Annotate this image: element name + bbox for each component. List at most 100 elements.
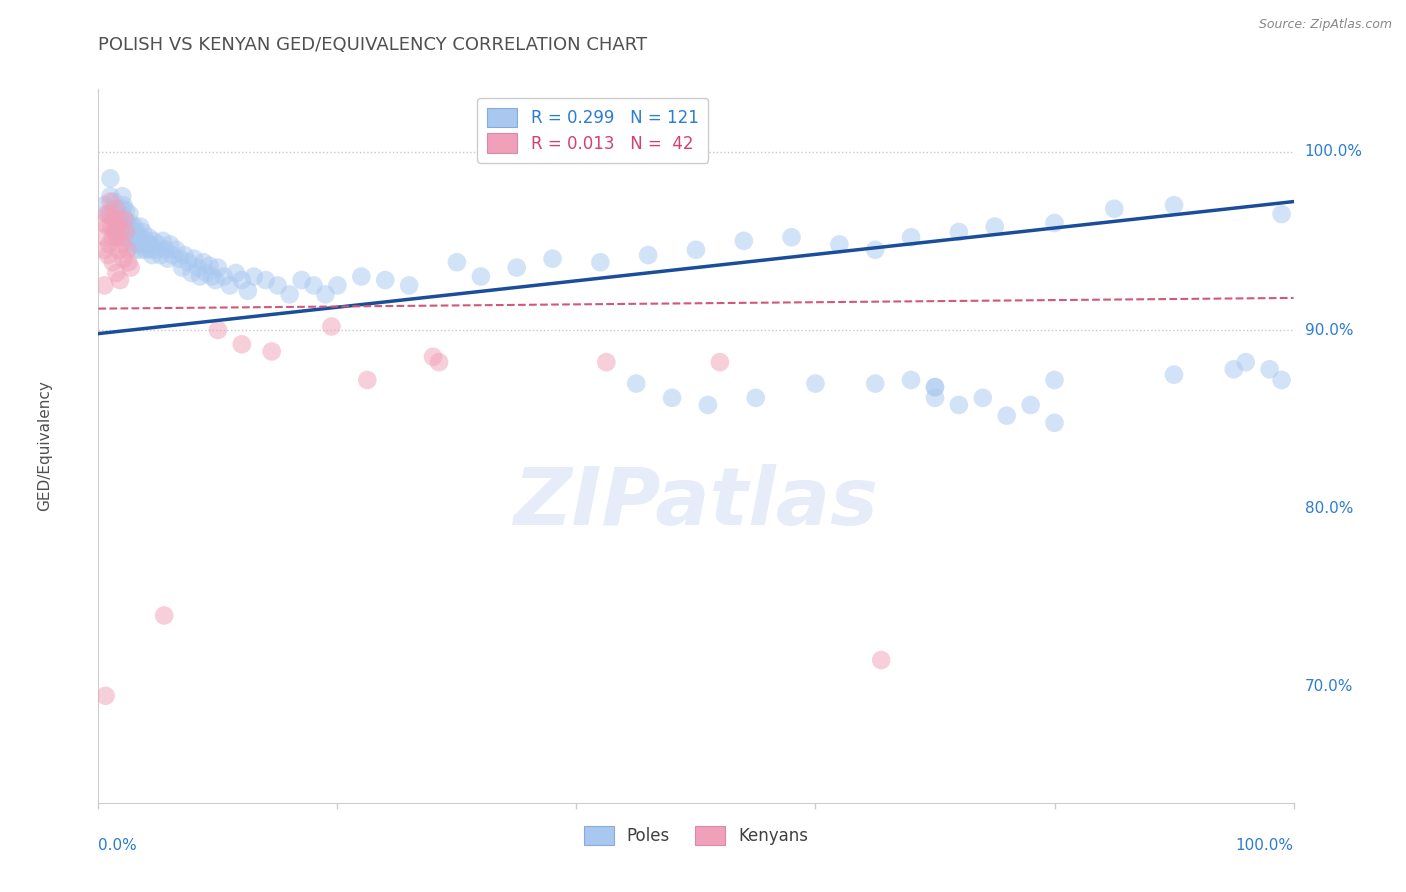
Point	[1271, 373, 1294, 387]
Point	[995, 409, 1018, 423]
Point	[108, 212, 131, 227]
Point	[1271, 207, 1294, 221]
Point	[315, 287, 337, 301]
Point	[101, 255, 124, 269]
Point	[107, 230, 129, 244]
Point	[100, 219, 122, 234]
Text: Source: ZipAtlas.com: Source: ZipAtlas.com	[1258, 18, 1392, 31]
Point	[267, 278, 290, 293]
Point	[212, 269, 235, 284]
Point	[128, 230, 150, 244]
Point	[207, 260, 229, 275]
Point	[302, 278, 325, 293]
Point	[948, 225, 970, 239]
Point	[254, 273, 277, 287]
Point	[193, 255, 215, 269]
Point	[142, 234, 165, 248]
Point	[589, 255, 612, 269]
Point	[122, 237, 145, 252]
Text: GED/Equivalency: GED/Equivalency	[37, 381, 52, 511]
Point	[780, 230, 803, 244]
Point	[93, 278, 115, 293]
Point	[112, 198, 135, 212]
Point	[115, 216, 138, 230]
Point	[105, 266, 128, 280]
Point	[183, 252, 205, 266]
Point	[114, 225, 136, 239]
Point	[207, 323, 229, 337]
Point	[135, 234, 157, 248]
Point	[124, 243, 146, 257]
Point	[187, 260, 209, 275]
Point	[152, 234, 174, 248]
Point	[972, 391, 994, 405]
Point	[350, 269, 373, 284]
Point	[541, 252, 564, 266]
Point	[195, 266, 218, 280]
Point	[120, 216, 142, 230]
Point	[110, 225, 132, 239]
Text: 100.0%: 100.0%	[1305, 145, 1362, 159]
Point	[117, 230, 139, 244]
Point	[172, 260, 194, 275]
Point	[104, 225, 127, 239]
Point	[108, 273, 131, 287]
Point	[94, 230, 117, 244]
Point	[188, 269, 211, 284]
Point	[98, 207, 122, 221]
Point	[984, 219, 1007, 234]
Point	[260, 344, 283, 359]
Point	[114, 212, 136, 227]
Point	[446, 255, 468, 269]
Point	[924, 380, 946, 394]
Point	[661, 391, 683, 405]
Point	[98, 237, 121, 252]
Point	[1104, 202, 1126, 216]
Point	[900, 373, 922, 387]
Point	[94, 689, 117, 703]
Point	[124, 219, 146, 234]
Point	[139, 243, 162, 257]
Point	[118, 207, 141, 221]
Point	[180, 266, 202, 280]
Point	[93, 243, 115, 257]
Point	[105, 230, 128, 244]
Point	[101, 202, 124, 216]
Point	[1019, 398, 1042, 412]
Point	[114, 212, 136, 227]
Point	[870, 653, 893, 667]
Point	[924, 391, 946, 405]
Point	[115, 203, 138, 218]
Point	[120, 260, 142, 275]
Point	[103, 194, 125, 209]
Point	[132, 237, 155, 252]
Point	[427, 355, 450, 369]
Point	[374, 273, 396, 287]
Point	[236, 284, 259, 298]
Legend: Poles, Kenyans: Poles, Kenyans	[576, 819, 815, 852]
Point	[115, 225, 138, 239]
Point	[108, 225, 131, 239]
Point	[321, 319, 343, 334]
Point	[135, 243, 157, 257]
Point	[201, 269, 224, 284]
Point	[127, 237, 149, 252]
Point	[105, 219, 128, 234]
Point	[139, 237, 162, 252]
Point	[1234, 355, 1257, 369]
Point	[110, 211, 132, 225]
Point	[204, 273, 226, 287]
Point	[107, 216, 129, 230]
Point	[131, 243, 153, 257]
Point	[506, 260, 529, 275]
Point	[155, 243, 177, 257]
Point	[124, 230, 146, 244]
Text: 100.0%: 100.0%	[1236, 838, 1294, 854]
Point	[231, 273, 253, 287]
Point	[470, 269, 492, 284]
Point	[107, 243, 129, 257]
Point	[1258, 362, 1281, 376]
Point	[131, 225, 153, 239]
Point	[98, 194, 122, 209]
Text: 80.0%: 80.0%	[1305, 501, 1353, 516]
